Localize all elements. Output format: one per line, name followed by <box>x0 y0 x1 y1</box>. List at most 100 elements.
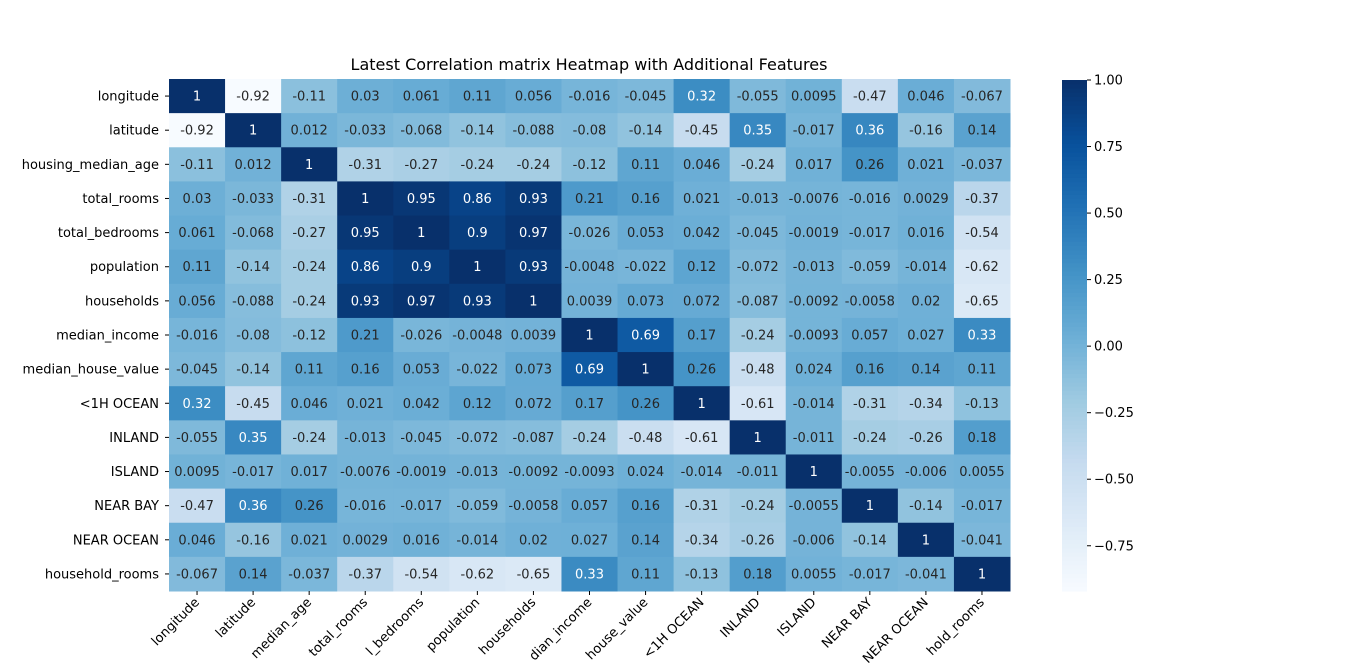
colorbar-segment <box>1062 539 1087 545</box>
cell-value-label: -0.013 <box>793 260 835 275</box>
cell-value-label: -0.45 <box>236 397 270 412</box>
heatmap-cell <box>281 420 338 455</box>
cell-value-label: 0.9 <box>467 226 488 241</box>
cell-value-label: 0.027 <box>571 533 608 548</box>
cell-value-label: 0.021 <box>347 397 384 412</box>
cell-value-label: 0.17 <box>575 397 604 412</box>
colorbar-segment <box>1062 424 1087 430</box>
colorbar-segment <box>1062 194 1087 200</box>
heatmap-cell <box>393 488 450 524</box>
colorbar-segment <box>1062 429 1087 435</box>
heatmap-cell <box>449 215 506 251</box>
colorbar-segment <box>1062 139 1087 145</box>
colorbar-segment <box>1062 573 1087 579</box>
colorbar-segment <box>1062 561 1087 567</box>
cell-value-label: -0.037 <box>288 567 330 582</box>
heatmap-cell <box>169 215 226 251</box>
cell-value-label: 0.11 <box>295 363 324 378</box>
cell-value-label: -0.072 <box>456 431 498 446</box>
heatmap-cell <box>337 181 394 217</box>
heatmap-cell <box>729 181 787 217</box>
heatmap-cell <box>953 215 1011 251</box>
heatmap-cell <box>169 386 226 421</box>
cell-value-label: -0.0058 <box>845 294 895 309</box>
cell-value-label: -0.017 <box>400 499 442 514</box>
colorbar-tick-label: 0.25 <box>1094 273 1123 288</box>
cell-value-label: -0.62 <box>461 567 495 582</box>
cell-value-label: -0.087 <box>512 431 554 446</box>
cell-value-label: 0.26 <box>295 499 324 514</box>
cell-value-label: 0.016 <box>403 533 440 548</box>
heatmap-cell <box>505 454 562 490</box>
heatmap-cell <box>841 386 899 421</box>
heatmap-cell <box>393 181 450 217</box>
cell-value-label: -0.0019 <box>789 226 839 241</box>
cell-value-label: -0.92 <box>180 124 214 139</box>
x-tick-label: ISLAND <box>775 595 820 640</box>
colorbar-segment <box>1062 522 1087 528</box>
cell-value-label: -0.31 <box>348 158 382 173</box>
heatmap-cell <box>953 181 1011 217</box>
cell-value-label: -0.0076 <box>340 465 390 480</box>
heatmap-cell <box>169 181 226 217</box>
cell-value-label: -0.26 <box>909 431 943 446</box>
cell-value-label: 0.11 <box>183 260 212 275</box>
heatmap-cell <box>617 317 675 353</box>
cell-value-label: 0.86 <box>351 260 380 275</box>
heatmap-cell <box>281 386 338 421</box>
heatmap-cell <box>897 249 955 285</box>
heatmap-cell <box>785 249 843 285</box>
cell-value-label: 0.057 <box>571 499 608 514</box>
cell-value-label: -0.24 <box>461 158 495 173</box>
colorbar-segment <box>1062 199 1087 205</box>
cell-value-label: 0.93 <box>519 192 548 207</box>
colorbar-segment <box>1062 118 1087 124</box>
heatmap-cell <box>729 420 787 455</box>
heatmap-cell <box>561 386 619 421</box>
colorbar-segment <box>1062 382 1087 388</box>
heatmap-cell <box>281 181 338 217</box>
cell-value-label: -0.017 <box>232 465 274 480</box>
colorbar-segment <box>1062 344 1087 349</box>
x-tick-label: l_bedrooms <box>363 595 427 659</box>
cell-value-label: -0.16 <box>909 124 943 139</box>
colorbar-segment <box>1062 101 1087 107</box>
cell-value-label: -0.011 <box>737 465 779 480</box>
cell-value-label: -0.041 <box>961 533 1003 548</box>
heatmap-cell <box>953 386 1011 421</box>
colorbar-segment <box>1062 318 1087 324</box>
heatmap-cell <box>617 147 675 182</box>
heatmap-cell <box>785 283 843 319</box>
colorbar-segment <box>1062 441 1087 447</box>
heatmap-cell <box>449 283 506 319</box>
cell-value-label: -0.068 <box>232 226 274 241</box>
heatmap-cell <box>673 215 731 251</box>
heatmap-cell <box>337 147 394 182</box>
heatmap-cell <box>225 420 282 455</box>
heatmap-cell <box>169 79 226 114</box>
heatmap-cell <box>953 352 1011 387</box>
heatmap-cell <box>449 454 506 490</box>
heatmap-cell <box>505 181 562 217</box>
colorbar-segment <box>1062 365 1087 371</box>
heatmap-cell <box>897 113 955 148</box>
cell-value-label: -0.0076 <box>789 192 839 207</box>
cell-value-label: -0.12 <box>573 158 607 173</box>
colorbar-segment <box>1062 160 1087 166</box>
heatmap-cell <box>225 386 282 421</box>
heatmap-cell <box>785 522 843 558</box>
cell-value-label: 0.0029 <box>903 192 949 207</box>
cell-value-label: 0.042 <box>683 226 720 241</box>
heatmap-cell <box>785 454 843 490</box>
colorbar-segment <box>1062 458 1087 464</box>
heatmap-cell <box>393 147 450 182</box>
colorbar-segment <box>1062 258 1087 264</box>
cell-value-label: -0.016 <box>344 499 386 514</box>
colorbar-segment <box>1062 84 1087 90</box>
heatmap-cell <box>449 352 506 387</box>
heatmap-cell <box>673 249 731 285</box>
cell-value-label: -0.033 <box>344 124 386 139</box>
cell-value-label: 1 <box>249 124 257 139</box>
cell-value-label: -0.016 <box>176 329 218 344</box>
heatmap-cell <box>225 147 282 182</box>
